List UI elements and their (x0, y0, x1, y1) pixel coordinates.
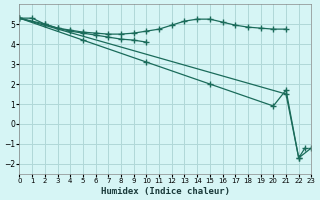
X-axis label: Humidex (Indice chaleur): Humidex (Indice chaleur) (101, 187, 230, 196)
